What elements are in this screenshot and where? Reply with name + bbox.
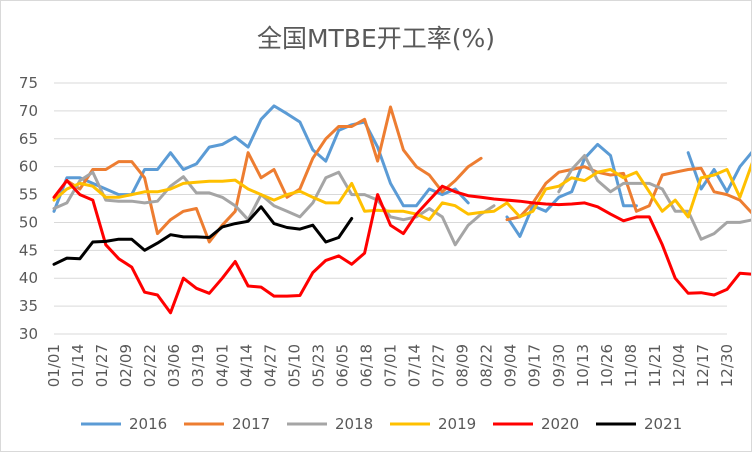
x-tick-label: 12/30	[718, 344, 736, 387]
legend-label-2019: 2019	[438, 415, 476, 433]
x-tick-label: 05/23	[309, 344, 327, 387]
x-tick-label: 03/19	[189, 344, 207, 387]
x-tick-label: 06/05	[333, 344, 351, 387]
series-lines	[52, 104, 751, 315]
y-tick-label: 70	[19, 102, 38, 120]
x-tick-label: 08/09	[454, 344, 472, 387]
legend-label-2021: 2021	[644, 415, 682, 433]
series-line-2018	[52, 154, 751, 247]
x-tick-label: 09/04	[502, 344, 520, 387]
x-tick-label: 07/14	[406, 344, 424, 387]
legend: 2016 2017 2018 2019 2020 2021	[81, 415, 682, 433]
legend-label-2018: 2018	[335, 415, 373, 433]
x-tick-label: 04/14	[237, 344, 255, 387]
x-tick-label: 07/27	[430, 344, 448, 387]
y-tick-label: 30	[19, 325, 38, 343]
x-tick-label: 07/01	[382, 344, 400, 387]
series-line-2020	[52, 179, 751, 315]
y-tick-label: 35	[19, 297, 38, 315]
x-tick-label: 02/09	[117, 344, 135, 387]
x-tick-label: 12/17	[694, 344, 712, 387]
x-tick-label: 03/06	[165, 344, 183, 387]
y-tick-label: 50	[19, 213, 38, 231]
x-tick-label: 12/04	[670, 344, 688, 387]
x-tick-label: 09/30	[550, 344, 568, 387]
x-tick-label: 11/21	[646, 344, 664, 387]
x-tick-label: 01/14	[69, 344, 87, 387]
x-tick-label: 04/27	[261, 344, 279, 387]
x-axis-tick-labels: 01/01 01/14 01/27 02/09 02/22 03/06 03/19 04/01…	[45, 344, 736, 387]
gridlines	[54, 82, 727, 335]
x-tick-label: 09/17	[526, 344, 544, 387]
x-tick-label: 10/26	[598, 344, 616, 387]
x-tick-label: 02/22	[141, 344, 159, 387]
x-tick-label: 01/27	[93, 344, 111, 387]
x-tick-label: 11/08	[622, 344, 640, 387]
y-tick-label: 45	[19, 241, 38, 259]
y-axis-tick-labels: 30 35 40 45 50 55 60 65 70 75	[19, 74, 38, 343]
legend-label-2016: 2016	[129, 415, 167, 433]
y-tick-label: 60	[19, 158, 38, 176]
chart-title: 全国MTBE开工率(%)	[257, 24, 495, 53]
legend-label-2020: 2020	[541, 415, 579, 433]
x-tick-label: 08/22	[478, 344, 496, 387]
x-tick-label: 04/01	[213, 344, 231, 387]
y-tick-label: 65	[19, 130, 38, 148]
x-tick-label: 06/18	[357, 344, 375, 387]
y-tick-label: 55	[19, 186, 38, 204]
y-tick-label: 75	[19, 74, 38, 92]
x-tick-label: 10/13	[574, 344, 592, 387]
series-line-2017	[65, 105, 751, 244]
x-tick-label: 05/10	[285, 344, 303, 387]
x-tick-label: 01/01	[45, 344, 63, 387]
y-tick-label: 40	[19, 269, 38, 287]
series-line-2021	[52, 205, 354, 266]
legend-label-2017: 2017	[232, 415, 270, 433]
